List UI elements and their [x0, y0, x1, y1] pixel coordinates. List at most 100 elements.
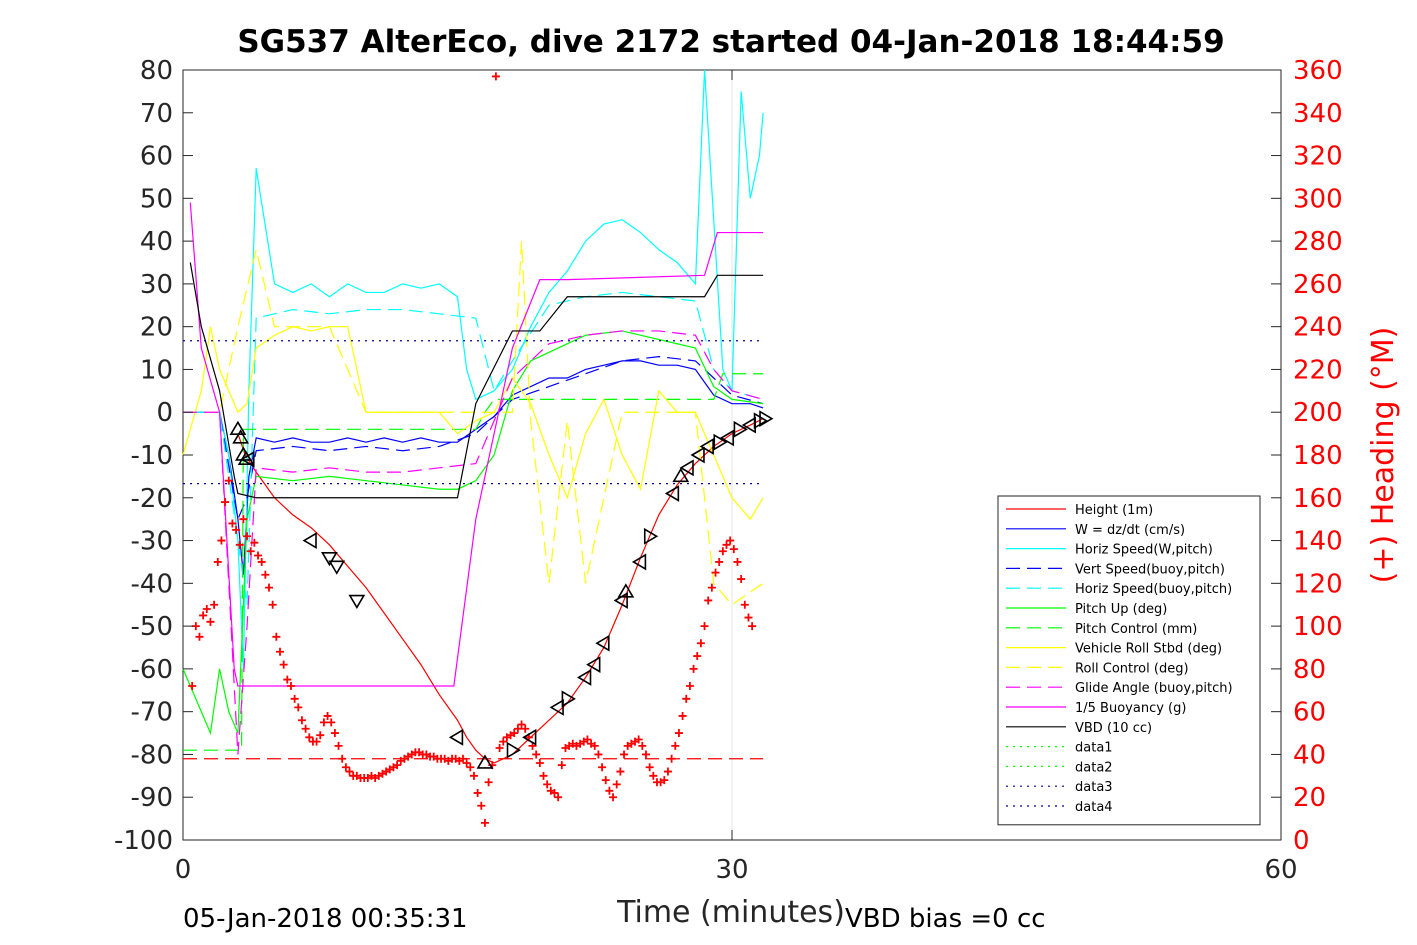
heading-point: [268, 600, 277, 609]
left-tick-label: -10: [131, 441, 173, 471]
heading-point: [609, 793, 618, 802]
triangle-marker: [448, 728, 464, 746]
heading-point: [265, 583, 274, 592]
triangle-marker: [679, 459, 694, 477]
heading-point: [462, 759, 471, 767]
right-tick-label: 340: [1293, 99, 1343, 129]
right-tick-label: 260: [1293, 270, 1343, 300]
right-tick-label: 360: [1293, 56, 1343, 86]
heading-point: [612, 780, 621, 789]
triangle-marker: [617, 583, 635, 598]
right-tick-label: 200: [1293, 398, 1343, 428]
triangle-marker: [302, 532, 317, 549]
triangle-marker: [328, 560, 346, 575]
triangle-marker: [699, 438, 714, 455]
legend-label: Height (1m): [1075, 503, 1153, 518]
heading-point: [473, 788, 482, 797]
triangle-marker: [577, 669, 592, 686]
heading-point: [312, 737, 321, 746]
heading-point: [700, 622, 709, 631]
left-tick-label: -100: [114, 826, 173, 856]
heading-point: [202, 605, 211, 613]
left-tick-label: -90: [131, 783, 173, 813]
heading-point: [729, 545, 738, 554]
heading-point: [510, 729, 519, 738]
heading-point: [294, 703, 303, 712]
heading-point: [224, 476, 233, 485]
legend-label: Vert Speed(buoy,pitch): [1075, 562, 1225, 577]
series-line: [183, 330, 764, 755]
left-tick-label: -30: [131, 527, 173, 557]
triangle-marker: [719, 429, 735, 447]
axes-layer: -100-90-80-70-60-50-40-30-20-10010203040…: [114, 56, 1343, 885]
triangle-marker: [476, 754, 494, 769]
heading-point: [491, 72, 500, 81]
heading-point: [195, 632, 204, 641]
heading-point: [605, 786, 614, 795]
triangle-marker: [549, 698, 564, 716]
legend-label: data3: [1075, 780, 1113, 795]
heading-point: [469, 771, 478, 780]
right-tick-label: 120: [1293, 569, 1343, 599]
legend: Height (1m) W = dz/dt (cm/s) Horiz Speed(W…: [997, 495, 1261, 826]
heading-point: [228, 519, 237, 528]
left-tick-label: 70: [140, 99, 173, 129]
left-tick-label: 60: [140, 142, 173, 172]
heading-point: [250, 538, 259, 547]
heading-point: [341, 763, 350, 772]
chart-title: SG537 AlterEco, dive 2172 started 04-Jan…: [237, 24, 1224, 60]
heading-point: [521, 724, 530, 733]
heading-point: [718, 547, 727, 556]
heading-point: [532, 750, 541, 759]
heading-point: [685, 682, 694, 690]
heading-point: [283, 675, 292, 684]
heading-point: [733, 557, 742, 566]
heading-point: [254, 551, 263, 560]
right-tick-label: 20: [1293, 783, 1326, 813]
heading-point: [199, 611, 208, 620]
x-axis-label: Time (minutes): [616, 895, 845, 930]
legend-label: data4: [1075, 800, 1113, 815]
legend-label: Pitch Control (mm): [1075, 622, 1197, 637]
heading-point: [535, 759, 544, 767]
heading-point: [330, 729, 339, 738]
triangle-marker: [232, 429, 250, 444]
heading-point: [554, 793, 563, 802]
heading-point: [689, 664, 698, 673]
heading-point: [696, 639, 705, 648]
legend-label: Roll Control (deg): [1075, 661, 1189, 676]
triangle-marker: [522, 728, 537, 746]
heading-point: [634, 735, 643, 744]
heading-point: [704, 596, 713, 605]
series-line: [182, 326, 764, 521]
triangle-marker: [595, 634, 610, 652]
heading-point: [649, 771, 658, 780]
heading-point: [645, 763, 654, 772]
heading-point: [232, 525, 241, 534]
legend-label: Pitch Up (deg): [1075, 602, 1167, 617]
legend-label: W = dz/dt (cm/s): [1075, 523, 1185, 538]
height-markers: [229, 410, 774, 769]
right-tick-label: 240: [1293, 313, 1343, 343]
heading-point: [191, 622, 200, 631]
series-line: [183, 291, 764, 605]
triangle-marker: [690, 446, 705, 464]
heading-point: [297, 716, 306, 725]
heading-point: [279, 660, 288, 669]
heading-point: [598, 763, 607, 772]
heading-point: [671, 741, 680, 750]
heading-point: [188, 682, 197, 690]
heading-point: [243, 532, 252, 541]
right-tick-label: 0: [1293, 826, 1310, 856]
series-line: [237, 418, 764, 764]
left-tick-label: -70: [131, 698, 173, 728]
legend-label: Glide Angle (buoy,pitch): [1075, 681, 1233, 696]
legend-label: data2: [1075, 760, 1113, 775]
heading-point: [213, 557, 222, 566]
heading-point: [338, 754, 347, 763]
heading-point: [638, 741, 647, 750]
left-tick-label: -50: [131, 612, 173, 642]
right-tick-label: 300: [1293, 184, 1343, 214]
triangle-marker: [561, 690, 576, 708]
heading-point: [726, 536, 735, 545]
